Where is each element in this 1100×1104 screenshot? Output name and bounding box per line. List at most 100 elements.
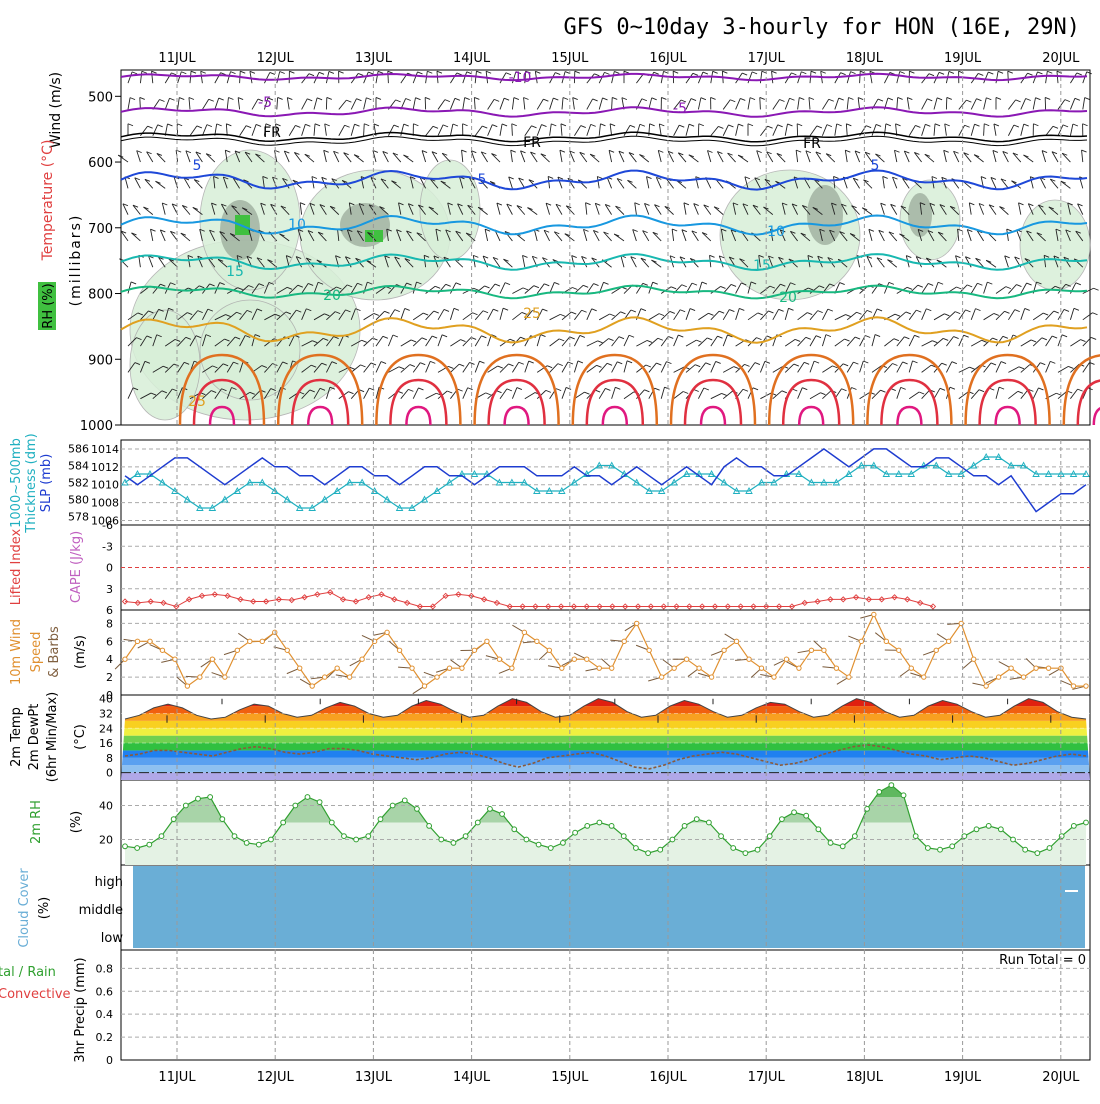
precip-tick-label: 0.4 <box>96 1008 114 1021</box>
li-tick-label: 6 <box>106 604 113 617</box>
wind-barb-flag <box>356 99 361 101</box>
wind-barb <box>497 203 500 215</box>
wind-barb <box>748 98 750 110</box>
slp-labels: 1000~500mb Thickness (dm) SLP (mb) <box>9 433 54 533</box>
wind-barb-flag <box>670 311 675 313</box>
wind-barb-flag <box>1027 283 1032 285</box>
wind-barb <box>1058 366 1068 372</box>
wind-barb-flag <box>672 229 677 231</box>
rh-point <box>269 837 274 842</box>
wind-barb-flag <box>848 98 853 100</box>
wind-barb-flag <box>460 340 465 342</box>
contour-label-fr: FR <box>523 135 541 151</box>
date-label-top: 19JUL <box>944 51 982 66</box>
wind-barb-flag <box>597 176 602 178</box>
wind-barb-flag <box>535 71 540 73</box>
wind-barb <box>661 311 670 319</box>
wind-barb <box>723 367 733 373</box>
wind-barb <box>426 336 433 346</box>
wind-barb <box>1058 100 1065 110</box>
contour-label-minus5: -5 <box>673 101 687 117</box>
wind-barb-flag <box>853 362 858 364</box>
wind-speed-point <box>659 675 663 679</box>
wind-barb <box>364 338 373 346</box>
wind-barb-flag <box>238 98 243 100</box>
wind-barb <box>500 389 507 399</box>
date-label-top: 16JUL <box>649 51 687 66</box>
wind-barb <box>944 150 947 162</box>
wind-barb-flag <box>542 125 547 127</box>
rh-point <box>877 790 882 795</box>
wind-speed-point <box>223 675 227 679</box>
wind-barb-flag <box>795 339 800 341</box>
rh-point <box>1059 834 1064 839</box>
wind-barb-flag <box>485 286 490 288</box>
rh-point <box>828 841 833 846</box>
wind-barb-flag <box>956 287 961 289</box>
wind-barb <box>128 72 132 83</box>
wind-barb-flag <box>979 390 984 392</box>
wind-barb-flag <box>703 72 708 74</box>
rh-shading <box>200 300 300 400</box>
date-label-bottom: 17JUL <box>748 1070 786 1085</box>
wind-barb-flag <box>432 336 437 338</box>
wind-barb-flag <box>454 308 459 310</box>
wind-barb <box>883 176 885 188</box>
wind-barb-flag <box>495 284 500 286</box>
wind-barb-flag <box>405 308 410 310</box>
wind-barb-flag <box>615 387 620 389</box>
contour-label-p15: 15 <box>753 258 771 274</box>
wind-barb-flag <box>707 338 712 340</box>
wind-barb <box>969 203 971 215</box>
wind-barb-flag <box>877 309 882 311</box>
wind-barb <box>922 99 928 110</box>
wind-barb-flag <box>858 98 863 100</box>
temp-band <box>121 688 1090 699</box>
wind-barb <box>1070 73 1076 83</box>
wind-barb <box>773 125 778 136</box>
rh-high-shading <box>807 185 843 245</box>
wind-barb <box>503 259 512 267</box>
precip-tick-label: 0.6 <box>96 985 114 998</box>
wind-speed-point <box>135 639 139 643</box>
wind-barb-flag <box>619 337 624 339</box>
wind-barb-flag <box>889 282 894 284</box>
wind-barb <box>535 71 537 83</box>
surface-temp-dome <box>980 380 1036 425</box>
wind-barb <box>621 256 624 268</box>
wind-labels: 10m Wind Speed & Barbs (m/s) <box>9 619 88 685</box>
wind-speed-point <box>996 675 1000 679</box>
wind-barb-flag <box>896 124 901 126</box>
wind-barb-flag <box>171 73 176 75</box>
wind-barb <box>128 388 133 399</box>
wind-barb <box>909 125 915 135</box>
wind-barb-flag <box>846 315 851 317</box>
temp-band <box>121 758 1090 765</box>
wind-barb-flag <box>433 126 438 128</box>
wind-speed-point <box>447 666 451 670</box>
wind-barb <box>711 336 718 346</box>
wind-barb-flag <box>368 72 373 74</box>
wind-barb <box>1082 150 1083 162</box>
surface-temp-dome <box>685 380 741 425</box>
wind-barb <box>238 98 239 110</box>
wind-barb-flag <box>240 71 245 73</box>
wind-barb <box>152 71 153 83</box>
wind-barb-flag <box>502 124 507 126</box>
wind-barb-flag <box>378 71 383 73</box>
wind-barb <box>1042 151 1046 162</box>
wind-barb <box>872 390 880 398</box>
wind-barb-flag <box>652 98 657 100</box>
wind-barb-flag <box>427 71 432 73</box>
wind-barb-flag <box>706 363 711 365</box>
temp-labels: 2m Temp 2m DewPt (6hr Min/Max) (°C) <box>9 692 88 782</box>
wind-barb <box>450 308 454 319</box>
wind-barb-flag <box>1094 288 1099 290</box>
wind-barb-flag <box>1068 366 1073 368</box>
wind-tick-label: 8 <box>106 617 113 630</box>
wind-barb-flag <box>1004 311 1009 313</box>
wind-barb-flag <box>1080 340 1085 342</box>
wind-barb <box>1021 283 1027 293</box>
wind-speed-point <box>947 639 951 643</box>
wind-speed-point <box>260 639 264 643</box>
